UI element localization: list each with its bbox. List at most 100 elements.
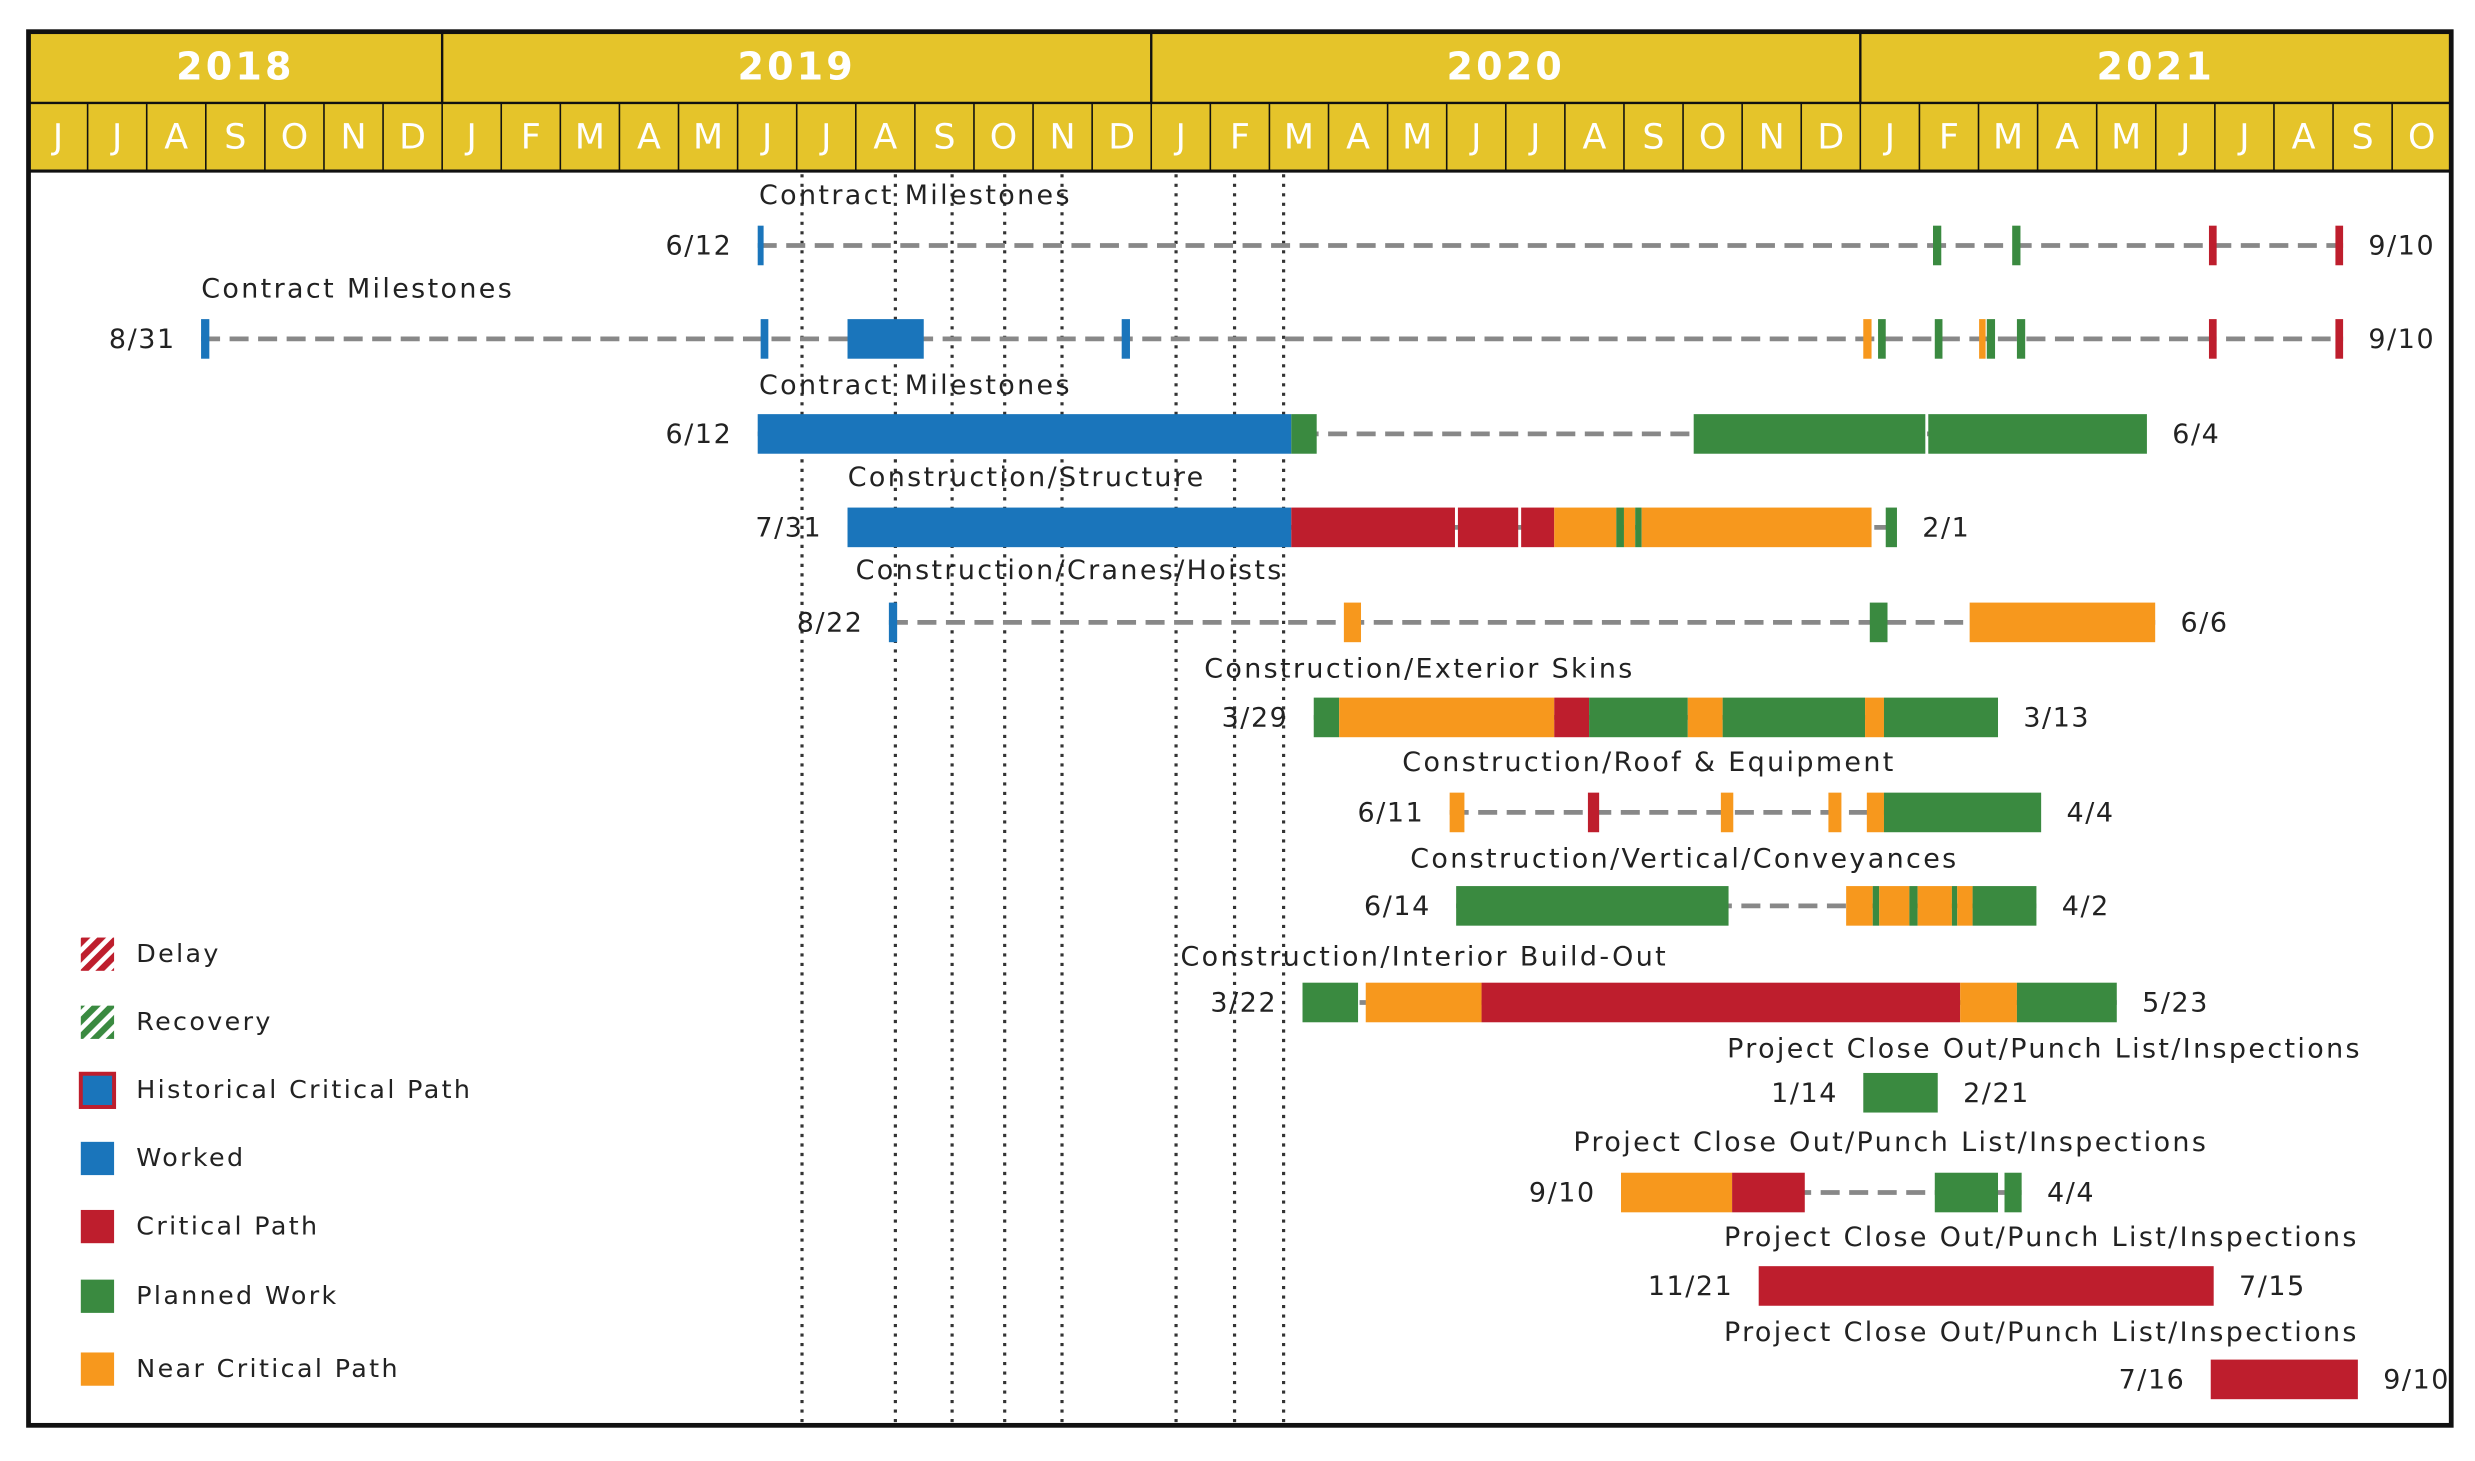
segment bbox=[1866, 792, 1884, 833]
segment bbox=[1521, 507, 1555, 548]
month-label: A bbox=[873, 118, 897, 158]
month-label: S bbox=[2352, 118, 2374, 158]
month-label: J bbox=[1528, 118, 1540, 158]
start-label: 8/31 bbox=[109, 324, 176, 355]
start-label: 6/11 bbox=[1358, 798, 1425, 829]
row-title: Construction/Interior Build-Out bbox=[1180, 942, 1668, 973]
month-label: J bbox=[2178, 118, 2190, 158]
month-label: J bbox=[1883, 118, 1895, 158]
segment bbox=[1121, 319, 1130, 359]
end-label: 6/4 bbox=[2172, 419, 2220, 450]
month-label: M bbox=[2111, 118, 2141, 158]
month-label: J bbox=[1469, 118, 1481, 158]
segment bbox=[1732, 1172, 1805, 1213]
segment bbox=[1883, 792, 2042, 833]
legend-label: Historical Critical Path bbox=[136, 1074, 472, 1104]
start-label: 8/22 bbox=[797, 607, 864, 638]
segment bbox=[1928, 414, 2147, 454]
end-label: 4/4 bbox=[2066, 798, 2114, 829]
segment bbox=[1456, 886, 1729, 926]
start-label: 6/14 bbox=[1364, 891, 1431, 922]
segment bbox=[1693, 414, 1926, 454]
start-label: 11/21 bbox=[1648, 1271, 1733, 1302]
month-label: D bbox=[399, 118, 426, 158]
end-label: 5/23 bbox=[2142, 988, 2209, 1019]
month-label: J bbox=[760, 118, 772, 158]
segment bbox=[1986, 319, 1996, 359]
end-label: 9/10 bbox=[2383, 1364, 2450, 1395]
segment bbox=[1972, 886, 2037, 926]
legend-swatch bbox=[78, 1071, 117, 1109]
start-label: 9/10 bbox=[1529, 1178, 1596, 1209]
segment bbox=[1869, 602, 1888, 643]
legend-swatch bbox=[80, 1141, 115, 1176]
segment bbox=[1623, 507, 1636, 548]
month-label: M bbox=[693, 118, 723, 158]
legend-label: Near Critical Path bbox=[136, 1353, 400, 1383]
legend-label: Worked bbox=[136, 1142, 245, 1172]
legend-swatch bbox=[80, 1209, 115, 1244]
segment bbox=[2016, 982, 2117, 1023]
segment bbox=[1616, 507, 1624, 548]
segment bbox=[2016, 319, 2026, 359]
month-label: A bbox=[1346, 118, 1370, 158]
row-title: Project Close Out/Punch List/Inspections bbox=[1573, 1127, 2208, 1158]
month-label: J bbox=[110, 118, 122, 158]
segment bbox=[1863, 1072, 1938, 1113]
legend-label: Delay bbox=[136, 938, 221, 968]
legend-label: Recovery bbox=[136, 1006, 272, 1036]
month-label: N bbox=[340, 118, 366, 158]
segment bbox=[888, 602, 898, 643]
segment bbox=[1934, 1172, 1999, 1213]
segment bbox=[201, 319, 210, 359]
row-title: Construction/Exterior Skins bbox=[1204, 653, 1635, 684]
segment bbox=[1879, 886, 1910, 926]
row-title: Project Close Out/Punch List/Inspections bbox=[1724, 1222, 2359, 1253]
segment bbox=[1313, 697, 1340, 738]
segment bbox=[757, 414, 1292, 454]
segment bbox=[1339, 697, 1555, 738]
month-label: J bbox=[1174, 118, 1186, 158]
row-title: Construction/Structure bbox=[848, 462, 1206, 493]
row-title: Construction/Vertical/Conveyances bbox=[1410, 843, 1958, 874]
segment bbox=[1865, 697, 1884, 738]
month-label: J bbox=[2237, 118, 2249, 158]
segment bbox=[760, 319, 769, 359]
segment bbox=[1846, 886, 1873, 926]
year-label: 2021 bbox=[2097, 44, 2215, 88]
month-label: M bbox=[1402, 118, 1432, 158]
row-title: Construction/Cranes/Hoists bbox=[856, 555, 1284, 586]
segment bbox=[1641, 507, 1872, 548]
segment bbox=[1554, 697, 1590, 738]
segment bbox=[1872, 886, 1880, 926]
segment bbox=[2012, 225, 2021, 266]
segment bbox=[1449, 792, 1465, 833]
end-label: 4/2 bbox=[2062, 891, 2110, 922]
start-label: 7/31 bbox=[755, 512, 822, 543]
segment bbox=[2004, 1172, 2022, 1213]
month-label: D bbox=[1108, 118, 1135, 158]
end-label: 6/6 bbox=[2181, 607, 2229, 638]
month-label: F bbox=[1230, 118, 1250, 158]
segment bbox=[1635, 507, 1642, 548]
month-label: A bbox=[2292, 118, 2316, 158]
month-label: F bbox=[1939, 118, 1959, 158]
segment bbox=[1758, 1266, 2214, 1306]
segment bbox=[1969, 602, 2156, 643]
end-label: 3/13 bbox=[2023, 703, 2090, 734]
legend-swatch bbox=[80, 1005, 115, 1039]
month-label: J bbox=[819, 118, 831, 158]
segment bbox=[1481, 982, 1961, 1023]
segment bbox=[847, 319, 924, 359]
month-label: S bbox=[933, 118, 955, 158]
start-label: 6/12 bbox=[666, 419, 733, 450]
month-label: D bbox=[1817, 118, 1844, 158]
month-label: A bbox=[637, 118, 661, 158]
legend-label: Critical Path bbox=[136, 1210, 319, 1240]
row-title: Project Close Out/Punch List/Inspections bbox=[1724, 1317, 2359, 1348]
segment bbox=[1589, 697, 1688, 738]
end-label: 7/15 bbox=[2239, 1271, 2306, 1302]
start-label: 3/22 bbox=[1210, 988, 1277, 1019]
end-label: 9/10 bbox=[2368, 231, 2435, 262]
